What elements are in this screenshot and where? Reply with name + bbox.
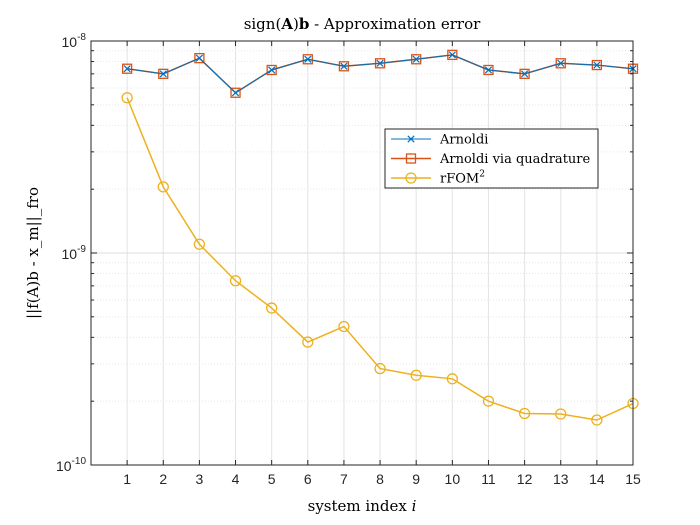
y-tick-label: 10-9 bbox=[62, 244, 87, 262]
data-point bbox=[268, 66, 276, 74]
x-tick-label: 3 bbox=[196, 471, 204, 487]
data-point bbox=[266, 302, 278, 314]
x-tick-label: 2 bbox=[159, 471, 167, 487]
legend-marker bbox=[407, 135, 415, 143]
legend-label: rFOM2 bbox=[440, 170, 485, 187]
x-tick-label: 8 bbox=[376, 471, 384, 487]
y-tick-label: 10-10 bbox=[56, 456, 86, 474]
x-tick-label: 9 bbox=[412, 471, 420, 487]
legend-entry: Arnoldi via quadrature bbox=[391, 152, 590, 167]
data-point bbox=[482, 395, 495, 407]
x-tick-label: 1 bbox=[123, 471, 131, 487]
x-tick-label: 5 bbox=[268, 471, 276, 487]
data-point bbox=[520, 70, 529, 78]
data-point bbox=[484, 66, 493, 74]
legend-marker bbox=[405, 153, 417, 164]
data-point bbox=[376, 59, 384, 67]
data-point bbox=[304, 55, 312, 63]
x-tick-label: 7 bbox=[340, 471, 348, 487]
data-point bbox=[159, 70, 167, 78]
data-point bbox=[157, 181, 169, 193]
data-point bbox=[230, 87, 241, 98]
legend-label: Arnoldi via quadrature bbox=[439, 152, 590, 167]
data-point bbox=[302, 54, 313, 65]
series-rfom bbox=[121, 92, 639, 426]
y-axis-label-group: ||f(A)b - x_m||_fro bbox=[24, 187, 42, 319]
y-axis-label: ||f(A)b - x_m||_fro bbox=[24, 187, 42, 319]
data-point bbox=[231, 89, 240, 97]
chart-title: sign(A)b - Approximation error bbox=[244, 15, 481, 33]
x-tick-label: 15 bbox=[625, 471, 641, 487]
x-tick-label: 14 bbox=[589, 471, 605, 487]
legend-entry: rFOM2 bbox=[391, 170, 485, 187]
data-point bbox=[193, 238, 206, 250]
grid-lines bbox=[91, 40, 634, 466]
legend-entry: Arnoldi bbox=[391, 133, 488, 148]
x-tick-label: 6 bbox=[304, 471, 312, 487]
data-point bbox=[302, 336, 314, 348]
y-tick-label: 10-8 bbox=[62, 32, 87, 50]
data-point bbox=[412, 55, 420, 63]
legend-marker bbox=[405, 172, 417, 184]
legend: Arnoldi Arnoldi via quadrature rFOM2 bbox=[384, 128, 599, 189]
data-point bbox=[446, 373, 458, 385]
data-point bbox=[410, 369, 422, 381]
x-tick-label: 12 bbox=[517, 471, 533, 487]
data-point bbox=[555, 408, 567, 420]
data-point bbox=[557, 59, 565, 67]
series-line bbox=[126, 97, 634, 421]
x-tick-label: 4 bbox=[232, 471, 240, 487]
data-point bbox=[195, 54, 204, 62]
data-point bbox=[194, 53, 205, 64]
data-point bbox=[123, 65, 131, 73]
data-point bbox=[448, 51, 456, 59]
data-point bbox=[591, 414, 603, 426]
x-tick-label: 13 bbox=[553, 471, 569, 487]
series-arnoldi bbox=[123, 51, 637, 97]
data-point bbox=[518, 407, 531, 420]
data-point bbox=[121, 63, 133, 74]
data-point bbox=[374, 362, 386, 375]
data-point bbox=[447, 49, 458, 61]
x-tick-label: 11 bbox=[481, 471, 496, 487]
legend-label: Arnoldi bbox=[439, 133, 488, 148]
data-point bbox=[229, 275, 242, 287]
x-axis-label: system index i bbox=[308, 497, 417, 515]
data-point bbox=[158, 68, 169, 79]
data-point bbox=[266, 64, 277, 76]
x-tick-label: 10 bbox=[445, 471, 461, 487]
data-point bbox=[338, 320, 350, 333]
series-layer bbox=[121, 49, 639, 426]
data-point bbox=[121, 92, 133, 104]
data-point bbox=[340, 62, 348, 70]
data-point bbox=[593, 61, 601, 69]
